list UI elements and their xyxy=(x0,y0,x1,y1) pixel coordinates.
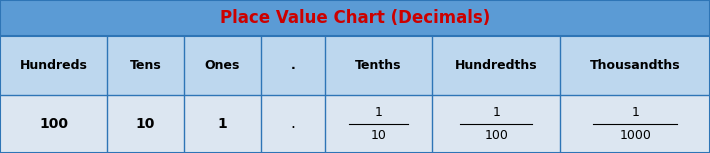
Text: 1: 1 xyxy=(492,106,500,119)
Text: 1: 1 xyxy=(375,106,383,119)
Text: 10: 10 xyxy=(371,129,386,142)
Bar xyxy=(0,0,710,36)
Text: 1: 1 xyxy=(217,117,227,131)
Text: Hundreds: Hundreds xyxy=(19,59,87,72)
Text: .: . xyxy=(290,116,295,131)
Text: Thousandths: Thousandths xyxy=(590,59,680,72)
Text: 100: 100 xyxy=(484,129,508,142)
Text: Place Value Chart (Decimals): Place Value Chart (Decimals) xyxy=(220,9,490,27)
Text: Tenths: Tenths xyxy=(355,59,402,72)
Text: Tens: Tens xyxy=(129,59,161,72)
Text: .: . xyxy=(290,59,295,72)
Text: 10: 10 xyxy=(136,117,155,131)
Bar xyxy=(0,36,710,95)
Text: 100: 100 xyxy=(39,117,68,131)
Text: 1: 1 xyxy=(631,106,639,119)
Text: Ones: Ones xyxy=(204,59,240,72)
Text: Hundredths: Hundredths xyxy=(455,59,537,72)
Text: 1000: 1000 xyxy=(619,129,651,142)
Bar xyxy=(0,95,710,153)
